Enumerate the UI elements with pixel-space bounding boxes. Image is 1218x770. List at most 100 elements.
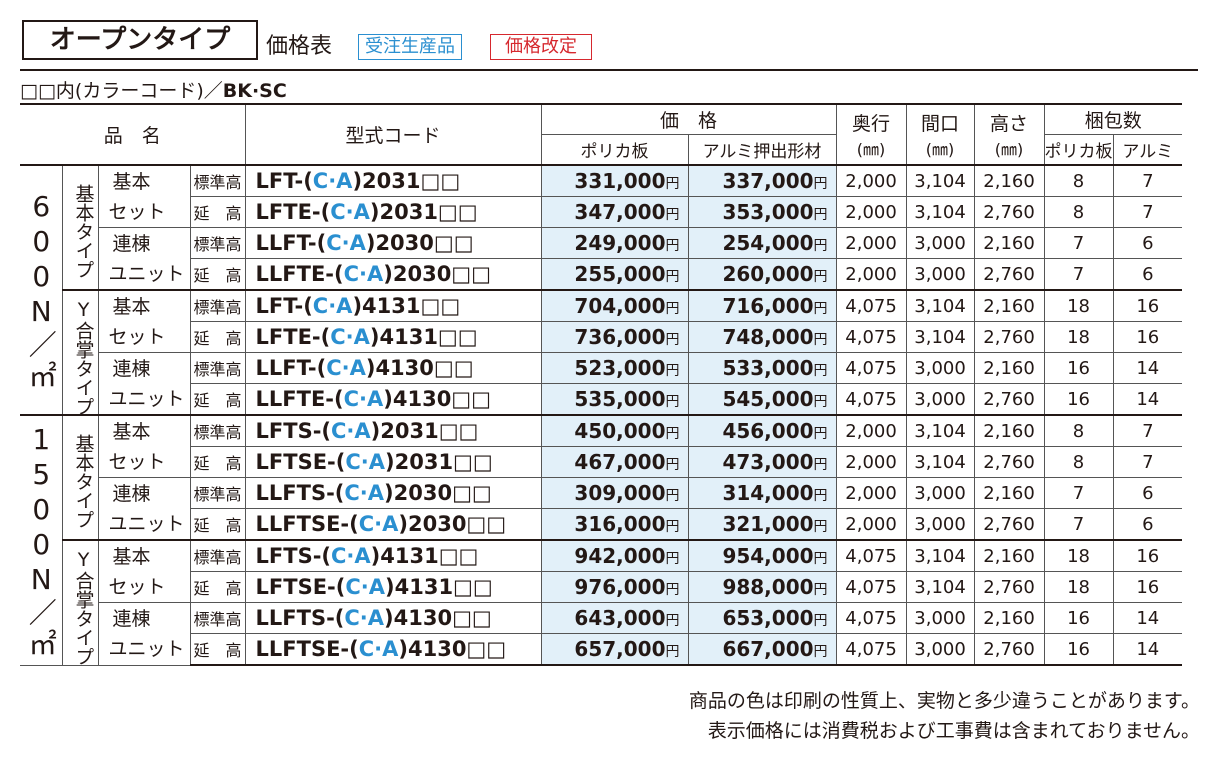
code-part: )2031□□ xyxy=(369,200,478,224)
dimension: 2,000 xyxy=(835,164,907,197)
dimension: 4,075 xyxy=(835,571,907,603)
code-part: )2031□□ xyxy=(385,450,493,474)
note-codes: BK·SC xyxy=(222,80,287,102)
price-amount: 249,000 xyxy=(574,231,666,255)
code-part: )2031□□ xyxy=(370,419,479,443)
height-label: 延 高 xyxy=(189,633,246,666)
price-table: 品 名 型式コード 価 格 奥行 (㎜) 間口 (㎜) 高さ (㎜) 梱包数 ポリカ板… xyxy=(20,103,1183,666)
pack-count: 7 xyxy=(1043,258,1114,291)
code-part: LLFT-( xyxy=(255,231,327,255)
dimension: 2,760 xyxy=(973,571,1045,603)
dimension: 2,000 xyxy=(835,446,907,478)
dimension: 2,760 xyxy=(973,383,1045,416)
code-part: LLFTE-( xyxy=(255,262,344,286)
code-part: )2030□□ xyxy=(365,231,474,255)
price-amount: 309,000 xyxy=(574,481,666,505)
price: 736,000円 xyxy=(540,321,689,353)
height-label: 延 高 xyxy=(189,508,246,541)
pack-count: 16 xyxy=(1043,383,1114,416)
group-label: 600N／㎡ xyxy=(20,164,63,416)
set-line: 基本 xyxy=(112,170,151,193)
row: 延 高 LFTSE-(C·A)4131□□ 976,000円 988,000円 4,07… xyxy=(20,571,1183,603)
price: 704,000円 xyxy=(540,289,689,322)
footnote: 表示価格には消費税および工事費は含まれておりません。 xyxy=(707,720,1200,742)
type-label: Y合掌タイプ xyxy=(61,539,99,666)
code-part: )4130□□ xyxy=(398,637,507,661)
price-amount: 942,000 xyxy=(574,544,666,568)
model-code: LFT-(C·A)2031□□ xyxy=(244,164,542,197)
header-line: 間口 xyxy=(921,113,960,135)
price: 942,000円 xyxy=(540,539,689,572)
price-amount: 353,000 xyxy=(722,200,814,224)
price-amount: 523,000 xyxy=(574,356,666,380)
header-cell: 奥行 (㎜) xyxy=(835,103,907,166)
pack-count: 7 xyxy=(1112,164,1183,197)
row: Y合掌タイプ 基本 セット 標準高 LFT-(C·A)4131□□ 704,000円 716… xyxy=(20,289,1183,416)
price-unit: 円 xyxy=(813,551,828,567)
dimension: 4,075 xyxy=(835,289,907,322)
code-part: )2031□□ xyxy=(352,169,461,193)
header-cell: アルミ xyxy=(1112,134,1183,166)
row: 連棟 ユニット 標準高 LLFTS-(C·A)4130□□ 643,000円 653,00… xyxy=(20,602,1183,666)
price: 976,000円 xyxy=(540,571,689,603)
dimension: 4,075 xyxy=(835,633,907,666)
pack-count: 16 xyxy=(1112,539,1183,572)
header-line: (㎜) xyxy=(856,140,886,159)
code-part: C·A xyxy=(330,200,370,224)
set-line: ユニット xyxy=(108,637,185,660)
price: 321,000円 xyxy=(687,508,837,541)
row: 延 高 LLFTSE-(C·A)4130□□ 657,000円 667,000円 4,0… xyxy=(20,633,1183,666)
height-label: 延 高 xyxy=(189,571,246,603)
price-amount: 321,000 xyxy=(722,512,814,536)
pack-count: 8 xyxy=(1043,446,1114,478)
code-part: LFT-( xyxy=(255,169,313,193)
footnote: 商品の色は印刷の性質上、実物と多少違うことがあります。 xyxy=(688,690,1200,712)
set-line: 基本 xyxy=(112,295,151,318)
dimension: 2,160 xyxy=(973,414,1045,447)
pack-count: 8 xyxy=(1043,196,1114,228)
set-line: ユニット xyxy=(108,387,185,410)
dimension: 3,000 xyxy=(905,633,975,666)
header-cell: アルミ押出形材 xyxy=(687,134,837,166)
tag: 価格改定 xyxy=(490,34,592,60)
price-amount: 314,000 xyxy=(722,481,814,505)
code-part: )2030□□ xyxy=(384,481,492,505)
price: 716,000円 xyxy=(687,289,837,322)
header-cell: ポリカ板 xyxy=(1043,134,1114,166)
price-unit: 円 xyxy=(813,301,828,317)
type-label: 基本タイプ xyxy=(61,164,99,291)
pack-count: 18 xyxy=(1043,539,1114,572)
note-text: □□内(カラーコード)／ xyxy=(20,80,223,102)
set-line: セット xyxy=(108,575,166,598)
price: 254,000円 xyxy=(687,227,837,259)
price-amount: 643,000 xyxy=(574,606,666,630)
header-cell: 価 格 xyxy=(540,103,837,135)
code-part: C·A xyxy=(358,512,399,536)
price-unit: 円 xyxy=(665,394,680,410)
set-line: ユニット xyxy=(108,262,185,285)
pack-count: 16 xyxy=(1112,321,1183,353)
model-code: LLFTE-(C·A)4130□□ xyxy=(244,383,542,416)
set-label: 基本 セット xyxy=(97,164,191,228)
set-label: 連棟 ユニット xyxy=(97,227,191,291)
price-amount: 716,000 xyxy=(722,294,814,318)
code-part: LLFT-( xyxy=(255,356,327,380)
height-label: 延 高 xyxy=(189,446,246,478)
code-part: C·A xyxy=(345,575,386,599)
dimension: 3,104 xyxy=(905,539,975,572)
dimension: 3,104 xyxy=(905,414,975,447)
set-label: 基本 セット xyxy=(97,289,191,353)
price: 450,000円 xyxy=(540,414,689,447)
height-label: 標準高 xyxy=(189,352,246,384)
price-unit: 円 xyxy=(813,457,828,473)
pack-count: 7 xyxy=(1112,414,1183,447)
code-part: C·A xyxy=(358,637,399,661)
price-unit: 円 xyxy=(665,644,680,660)
pack-count: 6 xyxy=(1112,258,1183,291)
model-code: LFT-(C·A)4131□□ xyxy=(244,289,542,322)
pack-count: 7 xyxy=(1043,508,1114,541)
dimension: 3,000 xyxy=(905,477,975,509)
price: 523,000円 xyxy=(540,352,689,384)
pack-count: 6 xyxy=(1112,477,1183,509)
price-amount: 704,000 xyxy=(574,294,666,318)
